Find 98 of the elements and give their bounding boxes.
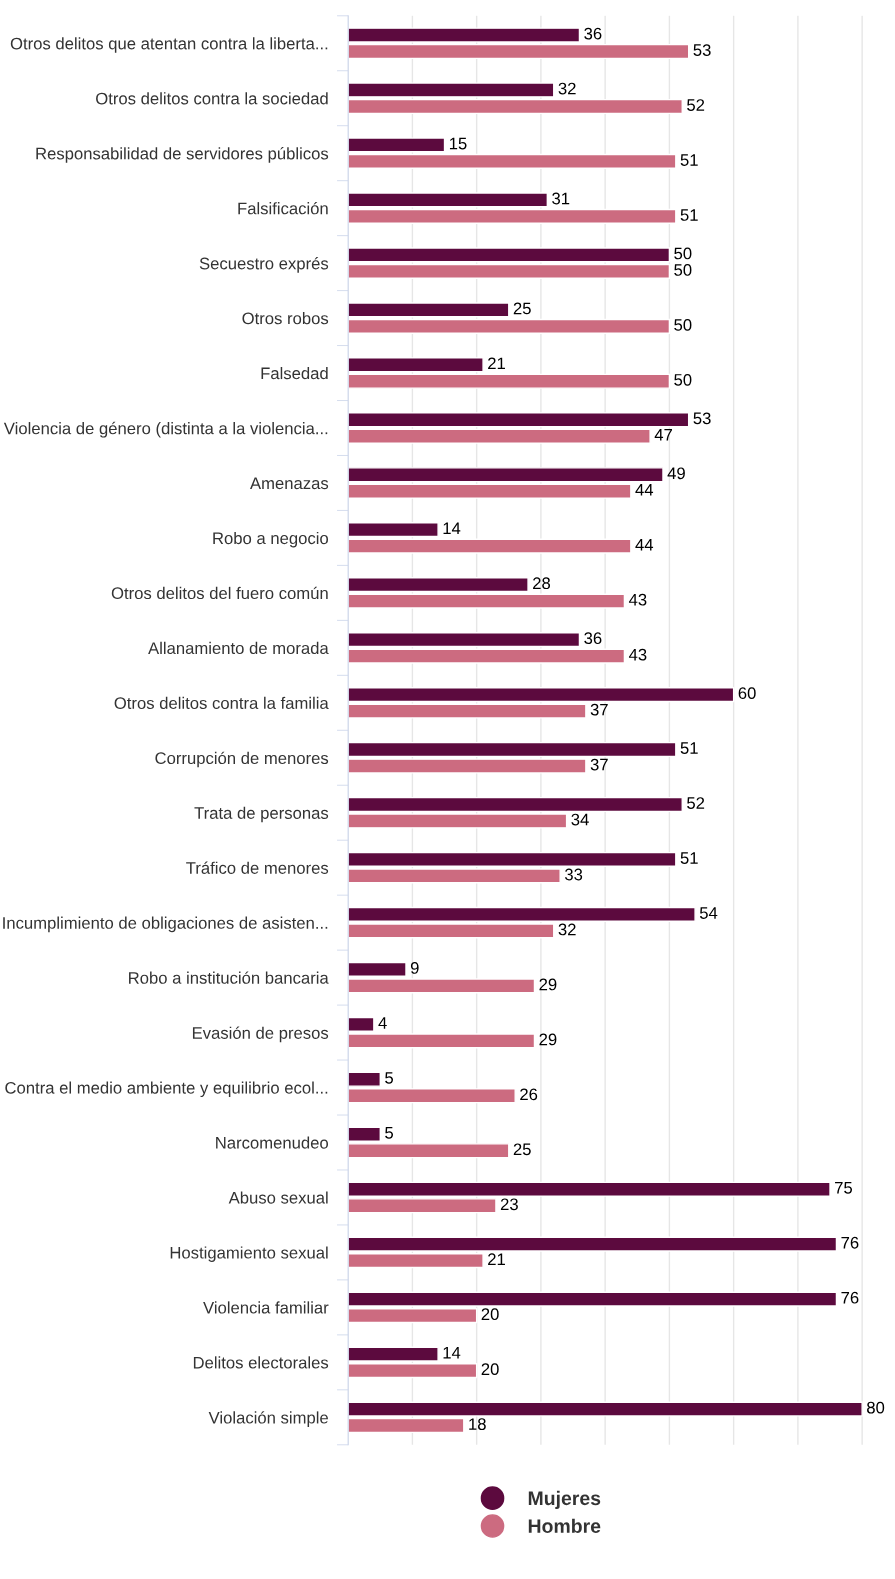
data-label: 29: [539, 1033, 557, 1046]
bar: [348, 318, 671, 334]
y-tick-label: Otros delitos contra la sociedad: [96, 92, 328, 105]
data-label: 43: [628, 593, 647, 606]
data-label: 25: [513, 1143, 531, 1156]
data-label: 18: [469, 1418, 486, 1431]
data-label: 32: [558, 82, 576, 95]
y-tick-label: Falsificación: [238, 201, 328, 215]
data-label: 43: [628, 648, 647, 661]
data-label: 37: [590, 703, 608, 716]
legend-label: Hombre: [528, 1518, 601, 1533]
data-label: 20: [481, 1308, 499, 1321]
data-label: 49: [667, 467, 685, 480]
bar: [348, 263, 671, 279]
bar: [348, 247, 671, 263]
data-label: 44: [635, 539, 654, 551]
data-label: 9: [410, 962, 419, 974]
bar: [348, 593, 626, 609]
bar: [348, 208, 677, 224]
data-label: 15: [449, 137, 467, 150]
bar: [348, 522, 439, 538]
data-label: 28: [533, 577, 551, 590]
data-label: 31: [552, 192, 570, 205]
data-label: 34: [571, 813, 589, 826]
data-label: 51: [680, 742, 698, 754]
y-tick-label: Violencia familiar: [203, 1301, 329, 1314]
y-tick-label: Evasión de presos: [192, 1026, 329, 1043]
data-label: 51: [680, 209, 698, 221]
bar: [348, 357, 484, 373]
y-tick-label: Otros delitos del fuero común: [111, 586, 328, 600]
data-label: 50: [674, 373, 692, 386]
bar: [348, 538, 632, 554]
bar: [348, 302, 510, 318]
y-tick-label: Otros delitos contra la familia: [114, 696, 329, 710]
data-label: 50: [674, 264, 692, 276]
y-tick-label: Abuso sexual: [228, 1191, 328, 1204]
data-label: 60: [738, 687, 756, 700]
y-tick-label: Corrupción de menores: [155, 751, 329, 768]
y-tick-label: Secuestro exprés: [199, 256, 329, 273]
data-label: 80: [867, 1401, 885, 1414]
data-label: 75: [835, 1182, 853, 1194]
data-label: 26: [520, 1088, 538, 1101]
data-label: 44: [635, 484, 654, 496]
data-label: 5: [385, 1072, 394, 1084]
y-tick-label: Violación simple: [208, 1411, 328, 1427]
bar: [348, 483, 632, 499]
data-label: 33: [564, 868, 583, 881]
data-label: 14: [443, 1346, 461, 1359]
bar: [348, 577, 529, 593]
y-tick-label: Robo a negocio: [213, 531, 329, 548]
data-label: 5: [385, 1127, 394, 1139]
y-tick-label: Amenazas: [250, 477, 329, 490]
data-label: 4: [378, 1017, 387, 1029]
data-label: 37: [590, 758, 608, 771]
y-tick-label: Responsabilidad de servidores públicos: [36, 147, 329, 163]
y-tick-label: Narcomenudeo: [216, 1136, 329, 1149]
data-label: 54: [699, 907, 718, 919]
bar: [348, 373, 671, 389]
data-label: 20: [481, 1363, 499, 1376]
y-tick-label: Tráfico de menores: [186, 861, 329, 874]
data-label: 50: [674, 247, 692, 260]
data-label: 36: [584, 27, 602, 40]
data-label: 53: [693, 44, 711, 56]
y-tick-label: Incumplimiento de obligaciones de asisten...: [3, 916, 328, 933]
data-label: 53: [693, 412, 711, 425]
data-label: 32: [558, 923, 576, 936]
data-label: 76: [841, 1236, 859, 1249]
y-tick-label: Delitos electorales: [193, 1356, 329, 1369]
legend-label: Mujeres: [528, 1490, 601, 1509]
data-label: 52: [687, 797, 705, 809]
data-label: 29: [539, 978, 557, 991]
data-label: 76: [841, 1291, 859, 1304]
bar: [348, 632, 581, 648]
y-tick-label: Otros delitos que atentan contra la liberta...: [10, 37, 328, 53]
bar: [348, 648, 626, 664]
data-label: 51: [680, 154, 698, 166]
data-label: 25: [513, 302, 531, 315]
data-label: 47: [654, 429, 672, 441]
data-label: 51: [680, 852, 698, 864]
bar: [348, 412, 690, 428]
data-label: 52: [687, 99, 705, 111]
data-label: 21: [488, 1253, 505, 1265]
y-tick-label: Hostigamiento sexual: [170, 1246, 328, 1262]
bar: [348, 192, 549, 208]
bar: [348, 467, 664, 483]
data-label: 21: [488, 357, 505, 370]
y-tick-label: Allanamiento de morada: [148, 641, 329, 655]
y-tick-label: Trata de personas: [194, 806, 329, 823]
y-tick-label: Violencia de género (distinta a la violencia...: [3, 421, 328, 438]
y-tick-label: Falsedad: [261, 367, 328, 380]
y-tick-label: Otros robos: [242, 312, 329, 325]
data-label: 36: [584, 632, 602, 645]
data-label: 50: [674, 318, 692, 331]
y-tick-label: Robo a institución bancaria: [129, 971, 329, 984]
y-tick-label: Contra el medio ambiente y equilibrio ecol...: [5, 1081, 328, 1098]
data-label: 23: [500, 1198, 518, 1211]
data-label: 14: [443, 522, 461, 534]
bar: [348, 428, 651, 444]
